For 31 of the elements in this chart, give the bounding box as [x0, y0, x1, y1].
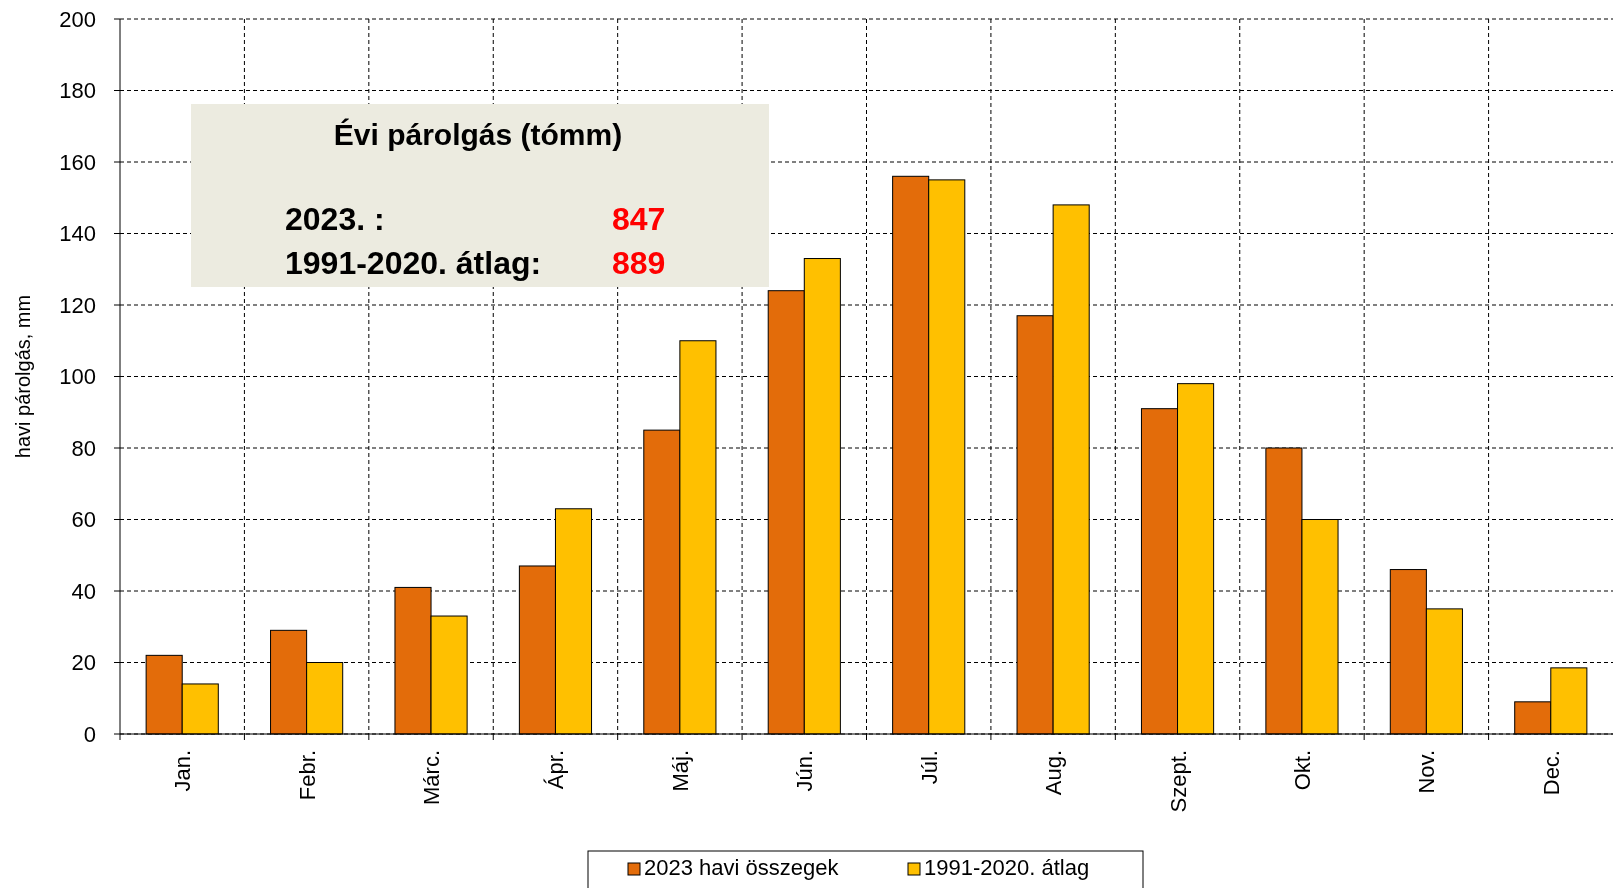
y-tick-label: 60 — [71, 507, 96, 533]
x-tick-label: Febr. — [294, 750, 320, 801]
x-tick-label: Júl. — [916, 750, 942, 785]
x-tick-label: Jan. — [170, 750, 196, 792]
x-tick-label: Dec. — [1538, 750, 1564, 796]
x-tick-label: Aug. — [1041, 750, 1067, 796]
x-tick-label: Máj. — [667, 750, 693, 792]
annotation: 1991-2020. átlag: — [285, 245, 542, 281]
y-tick-label: 180 — [59, 78, 96, 104]
y-tick-label: 100 — [59, 364, 96, 390]
x-tick-label: Nov. — [1414, 750, 1440, 794]
y-tick-label: 140 — [59, 221, 96, 247]
x-tick-label: Márc. — [419, 750, 445, 805]
y-tick-label: 80 — [71, 435, 96, 461]
legend-label: 1991-2020. átlag — [924, 855, 1090, 880]
x-tick-label: Okt. — [1289, 750, 1315, 791]
y-axis-title: havi párolgás, mm — [12, 294, 34, 459]
y-tick-label: 0 — [83, 721, 96, 747]
y-tick-label: 120 — [59, 292, 96, 318]
annotation: Évi párolgás (tómm) — [333, 118, 623, 151]
x-tick-label: Jún. — [792, 750, 818, 792]
y-tick-label: 160 — [59, 149, 96, 175]
x-tick-label: Ápr. — [543, 750, 569, 790]
x-tick-label: Szept. — [1165, 750, 1191, 813]
y-tick-label: 200 — [59, 6, 96, 32]
legend-label: 2023 havi összegek — [644, 855, 840, 880]
annotation: 847 — [612, 201, 666, 237]
y-tick-label: 40 — [71, 578, 96, 604]
y-tick-label: 20 — [71, 650, 96, 676]
annotation: 889 — [612, 245, 666, 281]
annotation: 2023. : — [285, 201, 385, 237]
